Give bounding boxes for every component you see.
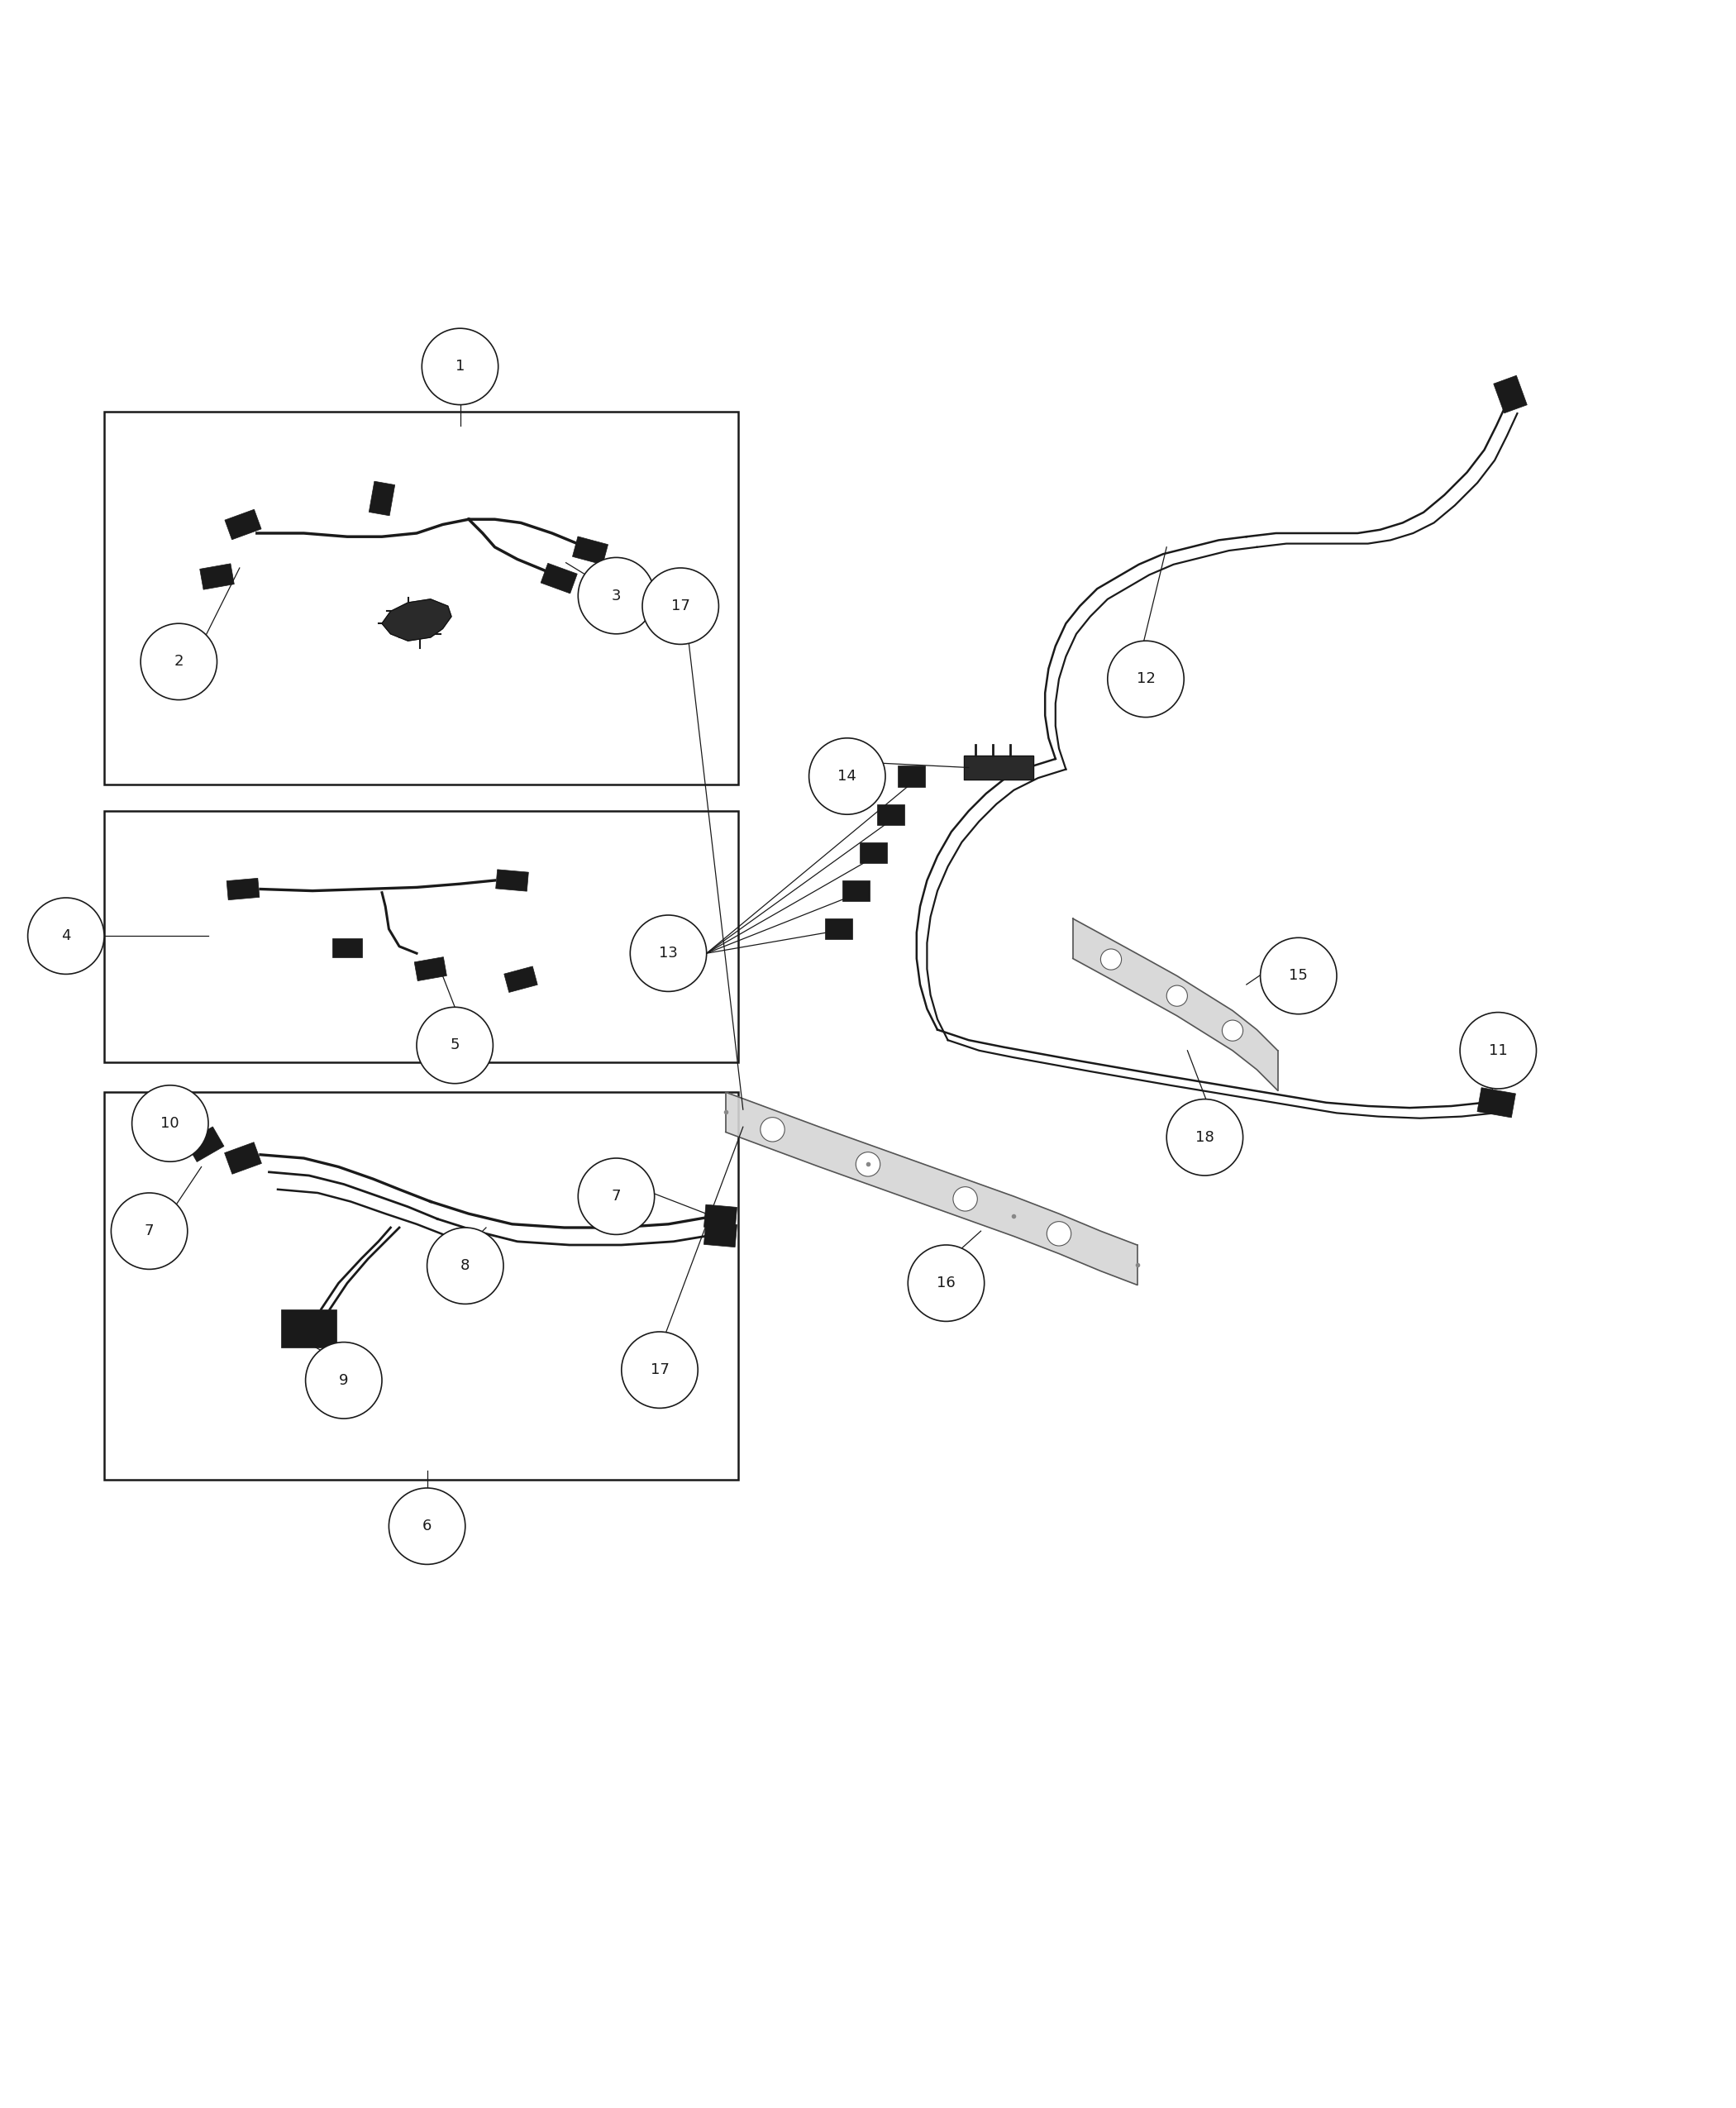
Bar: [227, 879, 259, 900]
Text: 12: 12: [1137, 672, 1154, 687]
Bar: [573, 535, 608, 565]
Bar: [1493, 375, 1528, 413]
Text: 6: 6: [422, 1518, 432, 1535]
Polygon shape: [382, 599, 451, 641]
Bar: [104, 812, 738, 1062]
Text: 15: 15: [1290, 968, 1307, 982]
Polygon shape: [726, 1092, 1137, 1286]
Circle shape: [1047, 1221, 1071, 1246]
Polygon shape: [1073, 919, 1278, 1090]
Circle shape: [856, 1153, 880, 1176]
Bar: [703, 1204, 738, 1229]
Circle shape: [1167, 1098, 1243, 1176]
Circle shape: [953, 1187, 977, 1212]
Circle shape: [760, 1117, 785, 1143]
Text: 13: 13: [660, 946, 677, 961]
Circle shape: [809, 738, 885, 814]
Circle shape: [1260, 938, 1337, 1014]
Circle shape: [1167, 984, 1187, 1006]
Circle shape: [908, 1246, 984, 1322]
Bar: [859, 843, 887, 862]
Text: 18: 18: [1196, 1130, 1213, 1145]
Text: 14: 14: [838, 769, 856, 784]
Circle shape: [417, 1008, 493, 1084]
Circle shape: [28, 898, 104, 974]
Text: 1: 1: [455, 358, 465, 373]
Text: 2: 2: [174, 653, 184, 668]
Text: 5: 5: [450, 1037, 460, 1052]
Text: 3: 3: [611, 588, 621, 603]
Text: 16: 16: [937, 1275, 955, 1290]
Circle shape: [422, 329, 498, 405]
Circle shape: [1101, 949, 1121, 970]
Bar: [496, 868, 528, 892]
Circle shape: [389, 1488, 465, 1564]
Bar: [503, 965, 538, 993]
Bar: [104, 411, 738, 784]
Bar: [370, 481, 394, 516]
Circle shape: [621, 1332, 698, 1408]
Text: 9: 9: [339, 1372, 349, 1387]
Bar: [186, 1126, 224, 1162]
Text: 8: 8: [460, 1258, 470, 1273]
Bar: [333, 938, 363, 957]
Bar: [415, 957, 446, 980]
Bar: [540, 563, 578, 594]
Bar: [877, 803, 904, 824]
Text: 7: 7: [611, 1189, 621, 1204]
Bar: [842, 881, 870, 902]
Bar: [281, 1309, 337, 1347]
Bar: [898, 765, 925, 786]
Text: 10: 10: [161, 1115, 179, 1130]
Circle shape: [427, 1227, 503, 1305]
Bar: [825, 919, 852, 940]
Circle shape: [111, 1193, 187, 1269]
Circle shape: [306, 1343, 382, 1419]
Circle shape: [1222, 1020, 1243, 1041]
Text: 11: 11: [1489, 1043, 1507, 1058]
Circle shape: [1460, 1012, 1536, 1088]
Bar: [224, 510, 262, 540]
Circle shape: [141, 624, 217, 700]
Circle shape: [1108, 641, 1184, 717]
Bar: [200, 563, 234, 590]
Circle shape: [132, 1086, 208, 1162]
Circle shape: [578, 557, 654, 635]
Bar: [1477, 1088, 1516, 1117]
Circle shape: [642, 567, 719, 645]
Bar: [104, 1092, 738, 1480]
Polygon shape: [963, 755, 1033, 780]
Text: 17: 17: [672, 599, 689, 613]
Bar: [224, 1143, 262, 1174]
Bar: [703, 1223, 738, 1248]
Circle shape: [578, 1157, 654, 1235]
Circle shape: [630, 915, 707, 991]
Text: 17: 17: [651, 1362, 668, 1377]
Text: 7: 7: [144, 1223, 155, 1240]
Text: 4: 4: [61, 928, 71, 944]
